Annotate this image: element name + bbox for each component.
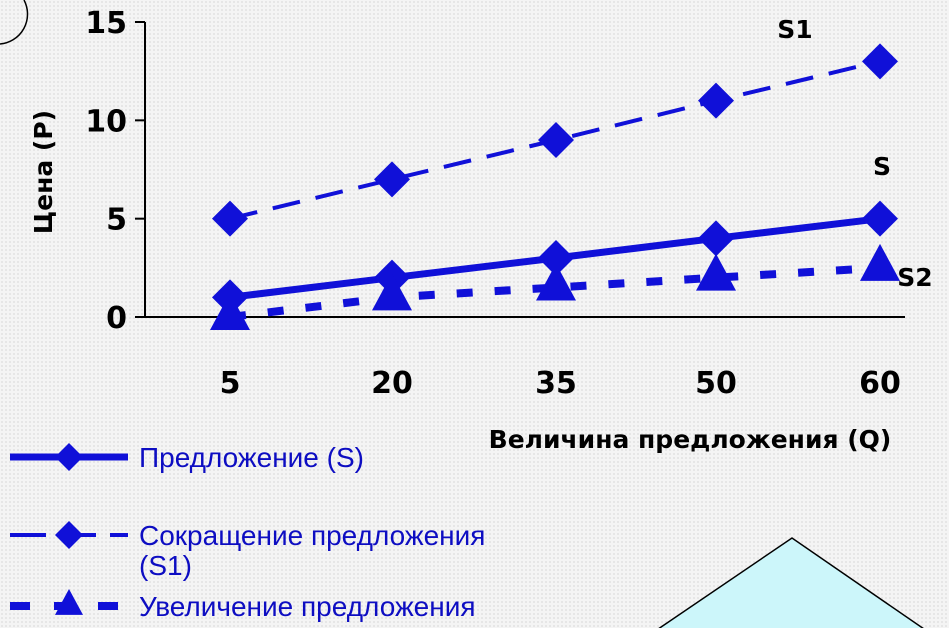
data-point-s <box>698 220 734 257</box>
y-tick-label: 0 <box>106 301 127 336</box>
data-point-s2 <box>696 253 736 291</box>
y-axis-title: Цена (P) <box>29 110 58 234</box>
data-point-s1 <box>374 161 410 198</box>
legend: Предложение (S) Сокращение предложения(S1… <box>10 442 485 622</box>
decorative-corner-arc <box>0 0 29 45</box>
decorative-triangle-shape <box>658 537 924 628</box>
data-point-s <box>538 240 574 276</box>
chart-axes <box>144 22 905 318</box>
legend-label: Сокращение предложения <box>139 520 485 551</box>
legend-swatch-marker <box>55 521 83 549</box>
data-point-s2 <box>536 263 576 301</box>
tick-labels: 0 5 10 15 5 20 35 50 60 <box>85 6 901 401</box>
series-line-s2 <box>229 263 881 321</box>
x-tick-label: 35 <box>535 366 577 401</box>
series-end-label-s1: S1 <box>777 15 812 44</box>
data-point-s2 <box>860 243 900 281</box>
series-labels: S S1 S2 <box>777 15 932 292</box>
legend-label: Увеличение предложения <box>139 591 476 622</box>
series-end-label-s: S <box>873 152 891 181</box>
x-tick-label: 5 <box>220 366 241 401</box>
data-point-s <box>862 200 898 237</box>
data-point-s1 <box>698 82 734 119</box>
x-tick-label: 20 <box>371 366 413 401</box>
legend-label: (S1) <box>139 550 192 581</box>
data-point-s2 <box>210 293 250 330</box>
legend-label: Предложение (S) <box>139 442 364 473</box>
legend-swatch-marker <box>55 589 83 615</box>
x-tick-label: 50 <box>695 366 737 401</box>
data-point-s1 <box>862 43 898 80</box>
y-tick-label: 5 <box>106 203 127 238</box>
y-tick-label: 15 <box>85 6 127 41</box>
data-point-s1 <box>212 200 248 237</box>
series-end-label-s2: S2 <box>897 263 932 292</box>
data-point-s2 <box>372 273 412 311</box>
x-axis-title: Величина предложения (Q) <box>489 425 892 454</box>
x-tick-label: 60 <box>859 366 901 401</box>
y-tick-label: 10 <box>85 104 127 139</box>
series-layer <box>210 43 900 330</box>
legend-swatch-marker <box>55 443 83 471</box>
data-point-s1 <box>538 122 574 158</box>
